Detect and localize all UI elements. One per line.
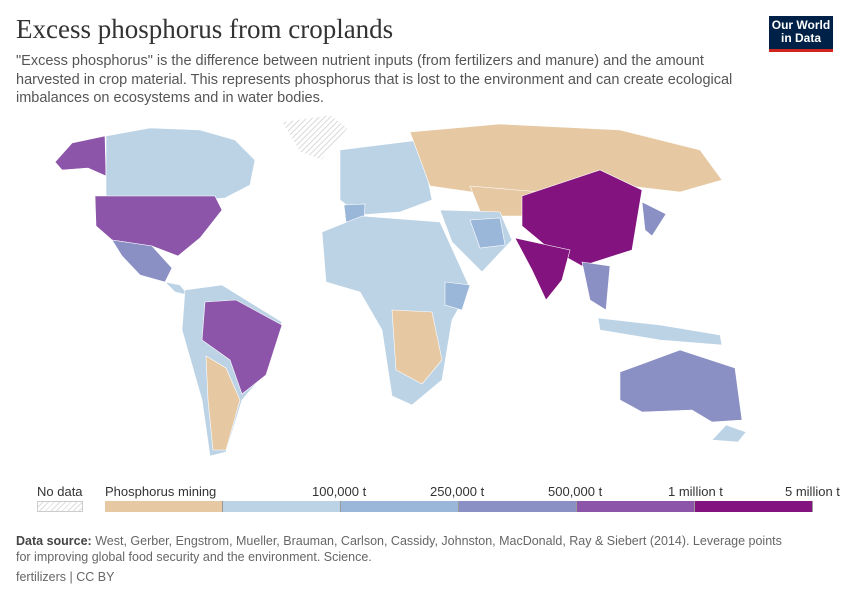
region-canada[interactable] — [105, 127, 256, 201]
legend-bin-5[interactable] — [695, 501, 813, 512]
legend-label-5m: 5 million t — [785, 484, 840, 499]
region-australia[interactable] — [619, 349, 743, 423]
region-india[interactable] — [514, 237, 571, 301]
region-usa[interactable] — [94, 195, 223, 257]
legend-no-data-label: No data — [37, 484, 83, 499]
region-southeast-asia[interactable] — [581, 261, 611, 311]
data-source: Data source: West, Gerber, Engstrom, Mue… — [16, 533, 796, 565]
region-ethiopia[interactable] — [444, 281, 471, 311]
legend-bin-0[interactable] — [105, 501, 223, 512]
region-southern-africa[interactable] — [391, 309, 443, 385]
region-new-zealand[interactable] — [711, 424, 747, 443]
legend-bin-2[interactable] — [341, 501, 459, 512]
chart-subtitle: "Excess phosphorus" is the difference be… — [16, 53, 733, 106]
region-iran[interactable] — [469, 217, 506, 249]
region-greenland[interactable] — [281, 114, 349, 161]
legend-label-100k: 100,000 t — [312, 484, 367, 499]
region-japan[interactable] — [641, 201, 667, 237]
legend-label-500k: 500,000 t — [548, 484, 603, 499]
region-argentina[interactable] — [205, 355, 241, 451]
legend-bin-1[interactable] — [223, 501, 341, 512]
source-label: Data source: — [16, 534, 92, 548]
region-indonesia[interactable] — [597, 317, 723, 346]
region-china[interactable] — [521, 169, 643, 267]
legend-label-250k: 250,000 t — [430, 484, 485, 499]
region-brazil[interactable] — [201, 299, 283, 395]
legend-no-data-swatch[interactable] — [37, 501, 83, 512]
world-map — [54, 114, 747, 457]
legend-bin-3[interactable] — [459, 501, 577, 512]
chart-title: Excess phosphorus from croplands — [16, 14, 394, 44]
legend-bin-4[interactable] — [577, 501, 695, 512]
license-note: fertilizers | CC BY — [16, 570, 115, 584]
legend-label-1m: 1 million t — [668, 484, 723, 499]
source-text: West, Gerber, Engstrom, Mueller, Brauman… — [16, 534, 782, 564]
owid-logo[interactable]: Our World in Data — [769, 16, 833, 52]
region-alaska[interactable] — [54, 135, 107, 177]
legend-label-mining: Phosphorus mining — [105, 484, 217, 499]
